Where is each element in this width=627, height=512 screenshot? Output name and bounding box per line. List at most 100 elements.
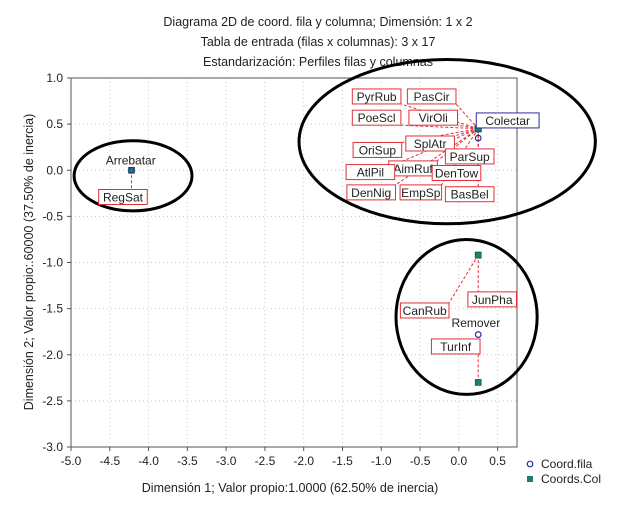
label-box: [430, 338, 481, 355]
title-line-1: Diagrama 2D de coord. fila y columna; Di…: [163, 15, 472, 29]
y-tick-label: 0.5: [46, 117, 63, 131]
label-text: BasBel: [451, 188, 489, 202]
label-text: AimRuf: [393, 162, 433, 176]
y-tick-label: 1.0: [46, 71, 63, 85]
cluster-ellipses: [72, 58, 597, 396]
cluster-ellipse: [394, 237, 539, 396]
label-text: PoeScl: [358, 111, 396, 125]
label-box: [475, 112, 540, 129]
x-axis-ticks: -5.0 -4.5 -4.0 -3.5 -3.0 -2.5 -2.0 -1.5 -1.0 -0.5…: [61, 447, 506, 468]
point-label: CanRub: [399, 302, 450, 319]
point-label: PoeScl: [351, 109, 402, 126]
x-tick-label: -2.0: [293, 454, 314, 468]
label-text: TurInf: [440, 340, 472, 354]
label-text: OriSup: [359, 143, 397, 157]
label-text: VirOli: [419, 111, 448, 125]
point-label: ParSup: [444, 148, 495, 165]
label-box: [405, 135, 455, 152]
label-box: [345, 164, 396, 181]
label-text: Arrebatar: [106, 154, 156, 168]
label-text: EmpSp: [401, 186, 441, 200]
x-tick-label: -4.5: [99, 454, 120, 468]
label-text: Remover: [452, 316, 501, 330]
x-tick-label: -1.0: [371, 454, 392, 468]
legend-label: Coords.Col: [541, 472, 601, 486]
label-text: RegSat: [103, 191, 144, 205]
y-tick-label: -1.0: [42, 256, 63, 270]
y-tick-label: -3.0: [42, 440, 63, 454]
label-connector: [437, 128, 479, 162]
label-text: ParSup: [450, 150, 490, 164]
label-box: [444, 148, 495, 165]
point-label: TurInf: [430, 338, 481, 355]
point-labels: Arrebatar RegSat PyrRub PasCir PoeScl VirOli C…: [98, 88, 540, 355]
point-label: VirOli: [408, 109, 459, 126]
legend-marker: [527, 476, 533, 482]
x-tick-label: 0.5: [489, 454, 506, 468]
x-tick-label: -3.5: [177, 454, 198, 468]
point-label: EmpSp: [399, 184, 443, 201]
title-line-2: Tabla de entrada (filas x columnas): 3 x…: [201, 35, 436, 49]
point-label: AtlPil: [345, 164, 396, 181]
label-text: AtlPil: [357, 166, 384, 180]
label-text: DenTow: [435, 167, 479, 181]
label-box: [351, 109, 402, 126]
x-tick-label: -2.5: [255, 454, 276, 468]
label-connector: [454, 128, 479, 137]
label-connector: [400, 124, 479, 130]
label-box: [352, 141, 403, 158]
point-label: BasBel: [444, 186, 495, 203]
label-text: Colectar: [485, 114, 530, 128]
y-tick-label: 0.0: [46, 163, 63, 177]
chart-title: Diagrama 2D de coord. fila y columna; Di…: [163, 15, 472, 69]
point-label: OriSup: [352, 141, 403, 158]
label-text: DenNig: [351, 186, 391, 200]
label-box: [444, 186, 495, 203]
label-text: PasCir: [414, 90, 450, 104]
y-tick-label: -0.5: [42, 209, 63, 223]
point-label: Remover: [452, 316, 501, 330]
label-text: SplAtr: [414, 137, 447, 151]
x-tick-label: -0.5: [410, 454, 431, 468]
label-box: [467, 291, 517, 308]
title-line-3: Estandarización: Perfiles filas y column…: [203, 55, 433, 69]
label-connector: [395, 128, 479, 186]
label-connector: [448, 254, 479, 304]
x-axis-label: Dimensión 1; Valor propio:1.0000 (62.50%…: [142, 481, 438, 495]
x-tick-label: -1.5: [332, 454, 353, 468]
x-tick-label: -3.0: [216, 454, 237, 468]
cluster-ellipse: [297, 58, 597, 226]
row-point: [474, 331, 482, 338]
x-tick-label: 0.0: [450, 454, 467, 468]
label-text: JunPha: [472, 293, 513, 307]
label-connector: [401, 128, 479, 143]
point-label: JunPha: [467, 291, 517, 308]
point-label: AimRuf: [388, 160, 438, 177]
col-point: [474, 251, 482, 259]
point-label: DenNig: [346, 184, 396, 201]
label-connector: [455, 103, 479, 130]
point-label: SplAtr: [405, 135, 455, 152]
label-box: [399, 302, 450, 319]
data-points: [128, 125, 482, 386]
col-point: [474, 379, 482, 386]
point-label: Colectar: [475, 112, 540, 129]
legend-marker: [526, 460, 534, 468]
label-box: [408, 109, 459, 126]
y-axis-ticks: 1.0 0.5 0.0 -0.5 -1.0 -1.5 -2.0 -2.5 -3.0: [42, 71, 71, 454]
row-point: [474, 134, 482, 142]
row-point: [128, 166, 135, 174]
y-axis-label: Dimensión 2; Valor propio:.60000 (37.50%…: [22, 114, 36, 410]
x-tick-label: -4.0: [138, 454, 159, 468]
label-box: [346, 184, 396, 201]
y-tick-label: -1.5: [42, 302, 63, 316]
label-text: CanRub: [403, 304, 447, 318]
cluster-ellipse: [72, 139, 194, 213]
label-box: [98, 189, 148, 206]
legend-label: Coord.fila: [541, 457, 593, 471]
label-box: [399, 184, 443, 201]
label-text: PyrRub: [357, 90, 397, 104]
x-tick-label: -5.0: [61, 454, 82, 468]
